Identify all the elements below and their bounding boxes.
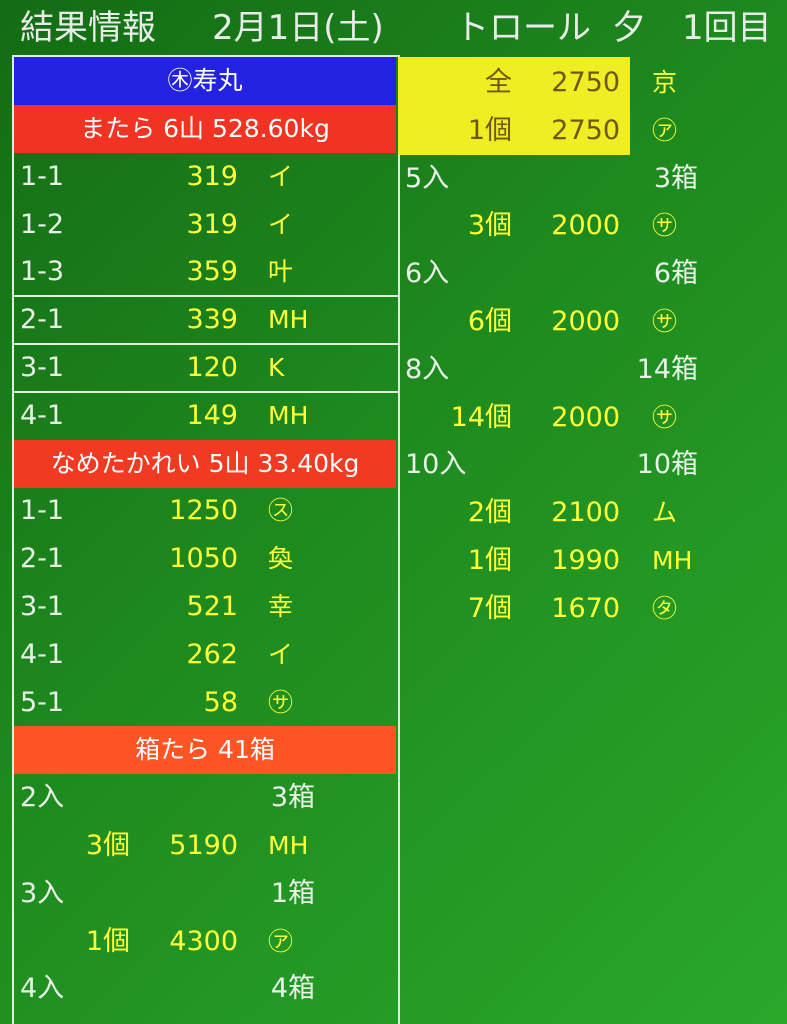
box-count: 4箱 [270, 973, 315, 1005]
price: 120 [186, 352, 238, 383]
price: 1670 [551, 592, 620, 624]
left-panel [12, 55, 400, 1024]
price: 1990 [551, 545, 620, 576]
qty: 2個 [467, 497, 512, 529]
box-count: 1箱 [270, 877, 315, 909]
round: 1回目 [682, 8, 772, 48]
date: 2月1日(土) [212, 8, 384, 48]
buyer-mark: ㋟ [652, 593, 678, 623]
lot-code: 1-1 [20, 160, 65, 192]
lot-code: 3-1 [20, 352, 65, 383]
box-size: 8入 [405, 353, 450, 385]
divider [12, 343, 398, 345]
lot-code: 4-1 [20, 399, 65, 431]
price: 319 [186, 208, 238, 240]
divider [12, 295, 398, 298]
price: 149 [186, 399, 238, 431]
buyer-mark: K [268, 353, 285, 382]
totals-box [398, 57, 630, 155]
buyer-mark: 幸 [268, 592, 294, 621]
box-size: 10入 [405, 449, 467, 481]
method: トロール [455, 8, 591, 48]
price: 521 [186, 591, 238, 622]
buyer-mark: 叶 [268, 257, 294, 287]
price: 2000 [551, 210, 620, 242]
qty: 7個 [467, 592, 512, 624]
qty: 1個 [467, 545, 512, 576]
session: 夕 [612, 8, 646, 48]
price: 319 [186, 160, 238, 192]
boxes-title: 箱たら 41箱 [14, 726, 396, 775]
box-size: 3入 [20, 877, 65, 909]
ship-name: ㊍寿丸 [14, 57, 396, 105]
divider [12, 390, 398, 393]
price: 5190 [169, 830, 238, 861]
buyer-mark: イ [268, 639, 294, 669]
price: 2000 [551, 401, 620, 433]
price: 262 [186, 638, 238, 670]
price: 2750 [551, 114, 620, 146]
qty: 3個 [85, 830, 130, 861]
buyer-mark: MH [652, 546, 693, 575]
box-size: 4入 [20, 973, 65, 1005]
lot-code: 1-2 [20, 208, 65, 240]
buyer-mark: MH [268, 305, 309, 335]
box-count: 3箱 [270, 782, 315, 814]
price: 1250 [169, 495, 238, 527]
qty: 1個 [467, 114, 512, 146]
box-count: 3箱 [653, 162, 698, 194]
screen-title: 結果情報 [20, 8, 156, 48]
price: 339 [186, 304, 238, 336]
buyer-mark: ㋐ [268, 926, 294, 956]
buyer-mark: ㋚ [268, 687, 294, 717]
buyer-mark: イ [268, 161, 294, 191]
box-size: 2入 [20, 782, 65, 814]
buyer-mark: ㋚ [652, 211, 678, 241]
lot-code: 5-1 [20, 686, 65, 718]
qty: 1個 [85, 925, 130, 957]
buyer-mark: ム [652, 498, 678, 528]
box-count: 10箱 [636, 449, 698, 481]
price: 4300 [169, 925, 238, 957]
price: 1050 [169, 543, 238, 575]
buyer-mark: 奐 [268, 544, 294, 574]
box-count: 14箱 [636, 353, 698, 385]
price: 2000 [551, 306, 620, 337]
price: 2100 [551, 497, 620, 529]
buyer-mark: 京 [652, 68, 678, 97]
lot-code: 1-1 [20, 495, 65, 527]
buyer-mark: MH [268, 831, 309, 860]
buyer-mark: MH [268, 400, 309, 430]
lot-title: またら 6山 528.60kg [14, 105, 396, 153]
box-count: 6箱 [653, 258, 698, 290]
lot-title: なめたかれい 5山 33.40kg [14, 439, 396, 488]
price: 2750 [551, 67, 620, 98]
qty: 14個 [450, 401, 512, 433]
lot-code: 2-1 [20, 304, 65, 336]
price: 359 [186, 256, 238, 288]
lot-code: 2-1 [20, 543, 65, 575]
lot-code: 4-1 [20, 638, 65, 670]
buyer-mark: イ [268, 209, 294, 239]
buyer-mark: ㋚ [652, 307, 678, 336]
buyer-mark: ㋜ [268, 496, 294, 526]
buyer-mark: ㋐ [652, 115, 678, 145]
qty: 3個 [467, 210, 512, 242]
box-size: 5入 [405, 162, 450, 194]
qty: 全 [485, 67, 512, 98]
box-size: 6入 [405, 258, 450, 290]
price: 58 [203, 686, 238, 718]
buyer-mark: ㋚ [652, 402, 678, 432]
lot-code: 1-3 [20, 256, 65, 288]
qty: 6個 [467, 306, 512, 337]
lot-code: 3-1 [20, 591, 65, 622]
